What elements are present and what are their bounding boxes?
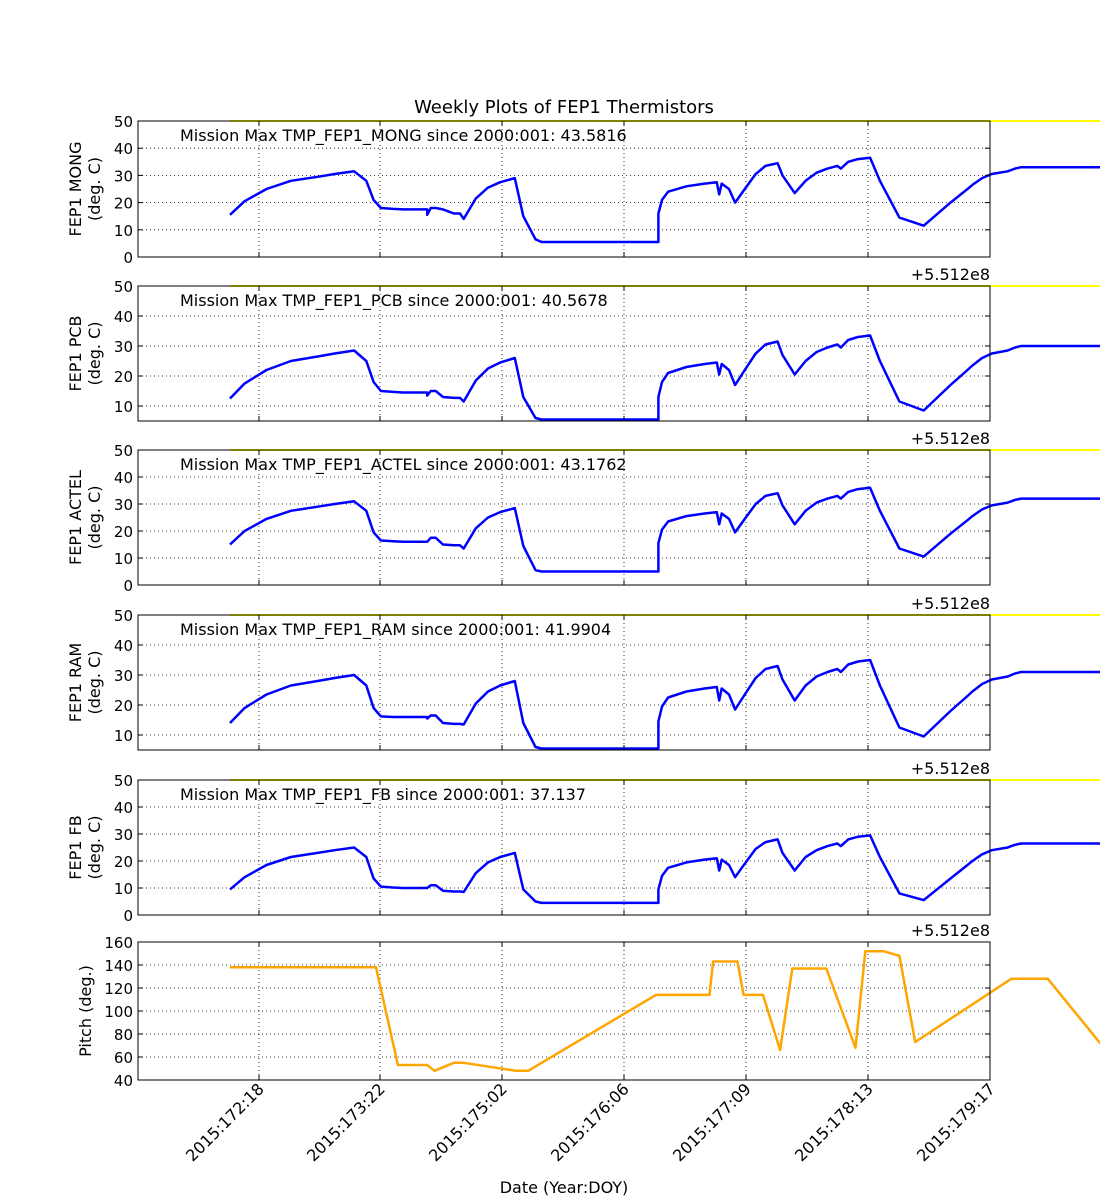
offset-label-pcb: +5.512e8: [911, 265, 990, 284]
y-tick-label-pitch-4: 120: [104, 980, 133, 998]
y-tick-label-pcb-1: 20: [114, 368, 133, 386]
offset-label-fb: +5.512e8: [911, 759, 990, 778]
panel-ram: 10 20 30 40 50 +5.512e8 Mission Max TMP_FEP1_R…: [66, 594, 1100, 751]
panel-fb: 0 10 20 30 40 50 +5.512e8 Mission Max TMP_FEP1_…: [66, 759, 1100, 925]
x-tick-label-6: 2015:179:17: [913, 1079, 999, 1165]
y-axis-label-pcb: FEP1 PCB: [66, 315, 85, 391]
y-tick-label-fb-4: 40: [114, 799, 133, 817]
mission-max-annotation-actel: Mission Max TMP_FEP1_ACTEL since 2000:00…: [180, 455, 627, 475]
x-tick-label-4: 2015:177:09: [669, 1079, 755, 1165]
y-tick-label-fb-5: 50: [114, 772, 133, 790]
y-tick-label-pitch-5: 140: [104, 957, 133, 975]
y-tick-label-ram-2: 30: [114, 667, 133, 685]
series-line-fb: [229, 834, 1100, 905]
y-tick-label-pitch-6: 160: [104, 934, 133, 952]
offset-label-ram: +5.512e8: [911, 594, 990, 613]
y-tick-label-pcb-4: 50: [114, 278, 133, 296]
series-line-ram: [229, 658, 1100, 750]
y-axis-units-mong: (deg. C): [85, 157, 104, 221]
y-tick-label-fb-2: 20: [114, 853, 133, 871]
mission-max-annotation-mong: Mission Max TMP_FEP1_MONG since 2000:001…: [180, 126, 627, 146]
y-tick-label-ram-1: 20: [114, 697, 133, 715]
y-tick-label-actel-4: 40: [114, 469, 133, 487]
y-tick-label-pitch-1: 60: [114, 1049, 133, 1067]
series-line-pitch: [230, 949, 1100, 1073]
y-axis-label-ram: FEP1 RAM: [66, 643, 85, 722]
panel-pitch: 40 60 80 100 120 140 160 +5.512e8 Pitch (deg.): [76, 921, 1100, 1090]
y-tick-label-fb-1: 10: [114, 880, 133, 898]
axes-frame-ram: [137, 614, 991, 751]
y-axis-units-actel: (deg. C): [85, 486, 104, 550]
y-tick-label-actel-3: 30: [114, 496, 133, 514]
series-line-actel: [229, 486, 1100, 573]
y-axis-label-pitch: Pitch (deg.): [76, 965, 95, 1057]
y-tick-label-mong-1: 10: [114, 222, 133, 240]
y-axis-label-mong: FEP1 MONG: [66, 142, 85, 237]
y-tick-label-actel-2: 20: [114, 523, 133, 541]
x-tick-label-1: 2015:173:22: [303, 1079, 389, 1165]
y-tick-label-pcb-2: 30: [114, 338, 133, 356]
y-tick-label-actel-1: 10: [114, 550, 133, 568]
y-tick-label-pitch-0: 40: [114, 1072, 133, 1090]
y-tick-label-pcb-3: 40: [114, 308, 133, 326]
y-tick-label-ram-0: 10: [114, 727, 133, 745]
y-tick-label-pitch-2: 80: [114, 1026, 133, 1044]
offset-label-actel: +5.512e8: [911, 429, 990, 448]
y-tick-label-pitch-3: 100: [104, 1003, 133, 1021]
y-tick-label-ram-3: 40: [114, 637, 133, 655]
y-tick-label-fb-3: 30: [114, 826, 133, 844]
y-tick-label-mong-0: 0: [123, 249, 133, 267]
x-tick-label-3: 2015:176:06: [547, 1079, 633, 1165]
mission-max-annotation-ram: Mission Max TMP_FEP1_RAM since 2000:001:…: [180, 620, 611, 640]
y-axis-label-actel: FEP1 ACTEL: [66, 470, 85, 565]
axes-frame-actel: [137, 449, 991, 586]
y-axis-units-fb: (deg. C): [85, 816, 104, 880]
y-tick-label-actel-0: 0: [123, 577, 133, 595]
mission-max-annotation-fb: Mission Max TMP_FEP1_FB since 2000:001: …: [180, 785, 586, 805]
offset-label-pitch: +5.512e8: [911, 921, 990, 940]
axes-frame-pcb: [137, 285, 991, 422]
figure-title: Weekly Plots of FEP1 Thermistors: [414, 97, 714, 118]
mission-max-annotation-pcb: Mission Max TMP_FEP1_PCB since 2000:001:…: [180, 291, 608, 311]
x-tick-labels: 2015:172:18 2015:173:22 2015:175:02 2015:17…: [182, 1079, 999, 1165]
y-tick-label-fb-0: 0: [123, 907, 133, 925]
y-tick-label-mong-5: 50: [114, 113, 133, 131]
y-tick-label-ram-4: 50: [114, 607, 133, 625]
x-axis-label: Date (Year:DOY): [500, 1178, 629, 1197]
axes-frame-mong: [137, 120, 991, 258]
y-tick-label-actel-5: 50: [114, 442, 133, 460]
panels-group: 0 10 20 30 40 50 Mission Max TMP_FEP1_MONG sin…: [66, 113, 1100, 1090]
y-tick-label-mong-3: 30: [114, 167, 133, 185]
x-tick-label-2: 2015:175:02: [425, 1079, 511, 1165]
panel-pcb: 10 20 30 40 50 +5.512e8 Mission Max TMP_FEP1_P…: [66, 265, 1100, 422]
y-axis-units-pcb: (deg. C): [85, 322, 104, 386]
y-axis-units-ram: (deg. C): [85, 651, 104, 715]
panel-actel: 0 10 20 30 40 50 +5.512e8 Mission Max TMP_FEP1_…: [66, 429, 1100, 595]
x-tick-label-5: 2015:178:13: [791, 1079, 877, 1165]
panel-mong: 0 10 20 30 40 50 Mission Max TMP_FEP1_MONG sin…: [66, 113, 1100, 267]
series-line-pcb: [229, 334, 1100, 421]
x-tick-label-0: 2015:172:18: [182, 1079, 268, 1165]
y-tick-label-mong-4: 40: [114, 140, 133, 158]
series-line-mong: [229, 156, 1100, 244]
axes-frame-fb: [137, 779, 991, 916]
y-tick-label-mong-2: 20: [114, 195, 133, 213]
y-axis-label-fb: FEP1 FB: [66, 815, 85, 879]
y-tick-label-pcb-0: 10: [114, 398, 133, 416]
